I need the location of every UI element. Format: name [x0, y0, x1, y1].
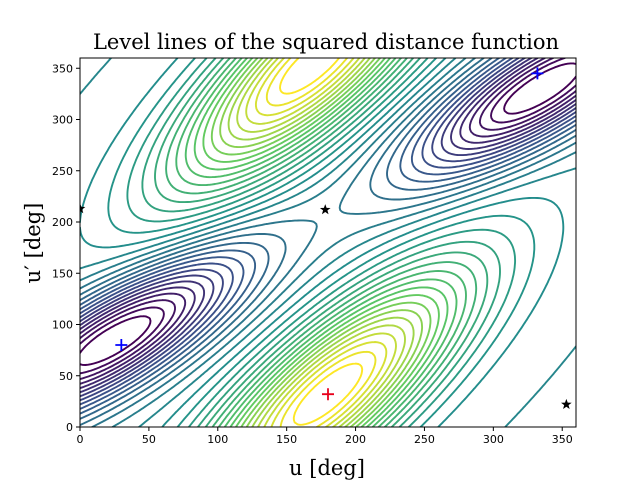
x-tick-label: 350 [552, 433, 573, 446]
x-tick-label: 250 [414, 433, 435, 446]
contour-line [227, 58, 415, 427]
contour-line [126, 58, 517, 427]
x-tick-label: 50 [142, 433, 156, 446]
contour-line [80, 58, 576, 427]
contour-line [254, 58, 388, 427]
y-tick-label: 100 [52, 319, 73, 332]
y-tick-label: 150 [52, 267, 73, 280]
x-tick-label: 0 [77, 433, 84, 446]
y-tick-label: 350 [52, 62, 73, 75]
star-marker [80, 203, 86, 214]
y-tick-label: 50 [59, 370, 73, 383]
contour-line [202, 58, 440, 427]
contour-line [107, 58, 536, 427]
y-tick-label: 250 [52, 165, 73, 178]
contour-line [184, 58, 458, 427]
plus-marker [322, 388, 334, 401]
contour-line [154, 58, 489, 427]
x-tick-label: 100 [207, 433, 228, 446]
y-axis: 0 50 100 150 200 250 300 350 [52, 62, 80, 434]
y-tick-label: 0 [66, 421, 73, 434]
contour-line [80, 58, 576, 381]
contour-line [80, 58, 576, 420]
contour-line [265, 58, 377, 427]
plus-marker [115, 339, 128, 351]
plot-frame [79, 57, 577, 428]
contour-line [165, 58, 478, 427]
chart-title: Level lines of the squared distance func… [93, 30, 559, 54]
contour-line [80, 58, 576, 398]
star-marker [561, 398, 572, 409]
contour-line [175, 58, 467, 427]
contour-line [193, 58, 449, 427]
markers [80, 67, 572, 409]
contour-line [80, 58, 576, 402]
star-marker [319, 204, 331, 215]
x-tick-label: 200 [345, 433, 366, 446]
contour-line [80, 62, 576, 366]
y-tick-label: 300 [52, 114, 73, 127]
contour-line [80, 58, 576, 385]
contour-line [80, 58, 576, 406]
contour-line [236, 58, 406, 427]
contour-line [80, 58, 576, 394]
y-tick-label: 200 [52, 216, 73, 229]
x-tick-label: 150 [276, 433, 297, 446]
y-axis-label: u′ [deg] [21, 203, 45, 284]
x-tick-label: 300 [483, 433, 504, 446]
contour-line [80, 58, 576, 375]
contour-line [279, 58, 364, 426]
x-axis: 0 50 100 150 200 250 300 350 [77, 427, 573, 446]
x-axis-label: u [deg] [289, 456, 365, 480]
contour-line [219, 58, 424, 427]
plus-marker [531, 67, 544, 80]
contour-line [210, 58, 432, 427]
